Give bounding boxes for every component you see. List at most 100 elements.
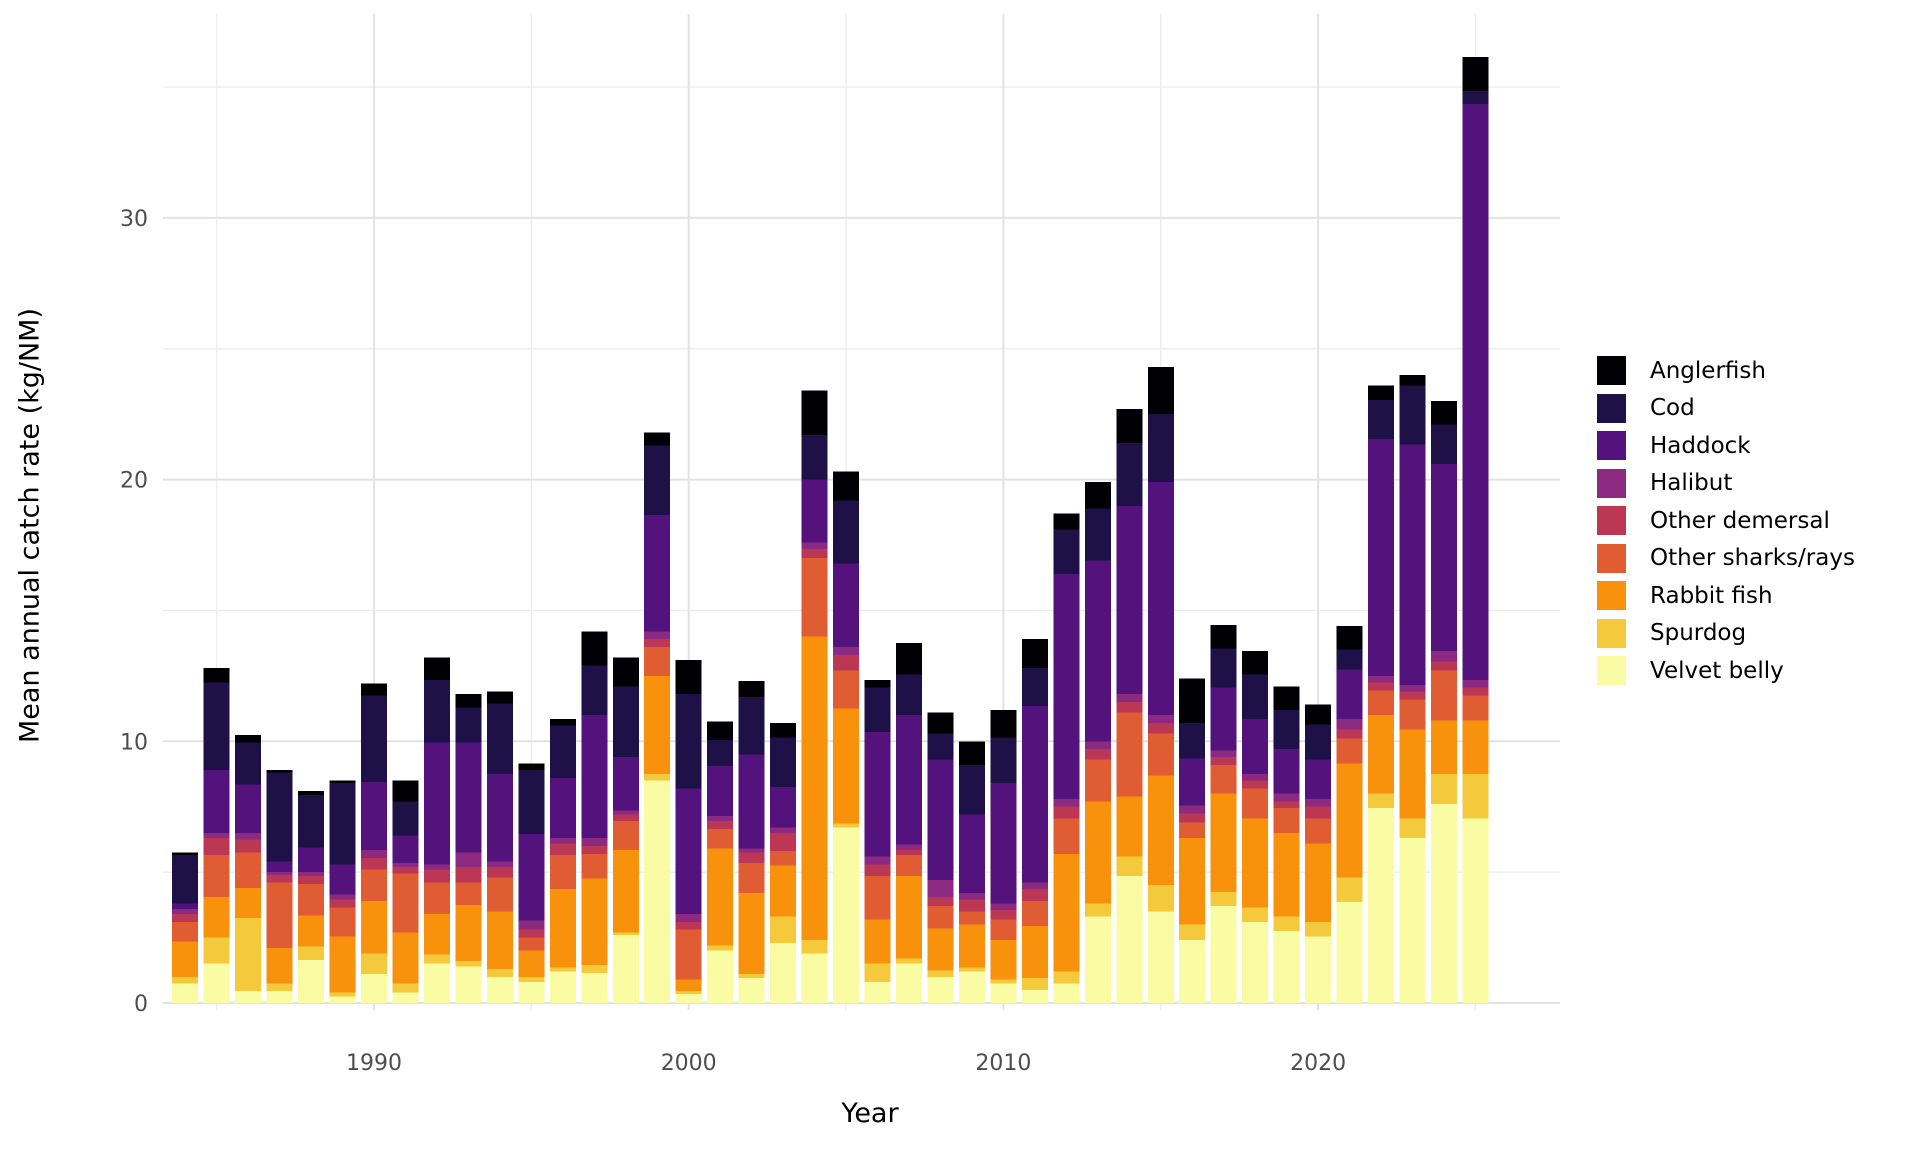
bar-segment-cod-2023	[1399, 385, 1426, 445]
bar-segment-rabbit-fish-2010	[990, 940, 1017, 980]
bar-segment-rabbit-fish-2023	[1399, 729, 1426, 819]
bar-segment-cod-2001	[707, 739, 734, 767]
bar-segment-spurdog-2007	[895, 958, 922, 964]
bar-segment-other-demersal-1995	[518, 929, 545, 938]
bar-segment-haddock-1999	[644, 514, 671, 632]
bar-segment-halibut-2004	[801, 542, 828, 549]
bar-segment-velvet-belly-2013	[1084, 916, 1111, 1003]
bar-segment-other-sharks-rays-2008	[927, 906, 954, 929]
bar-segment-spurdog-1985	[203, 937, 230, 964]
bar-segment-other-demersal-2000	[675, 921, 702, 930]
legend-swatch-icon	[1597, 356, 1626, 386]
bar-segment-spurdog-1986	[235, 917, 262, 992]
bar-segment-haddock-1994	[486, 774, 513, 862]
bar-segment-velvet-belly-2019	[1273, 931, 1300, 1003]
bar-segment-halibut-2020	[1305, 798, 1332, 807]
legend-swatch-icon	[1597, 656, 1626, 686]
bar-segment-cod-2014	[1116, 442, 1143, 506]
bar-segment-cod-2024	[1430, 424, 1457, 464]
bar-segment-halibut-1993	[455, 852, 482, 867]
bar-segment-spurdog-1995	[518, 976, 545, 983]
bar-segment-velvet-belly-1986	[235, 991, 262, 1003]
legend-item-cod: Cod	[1597, 390, 1855, 428]
bar-segment-velvet-belly-1999	[644, 780, 671, 1003]
bar-segment-other-demersal-1997	[581, 845, 608, 854]
bar-segment-other-demersal-1984	[172, 914, 199, 922]
bar-segment-other-demersal-1986	[235, 839, 262, 853]
bar-segment-haddock-2000	[675, 788, 702, 915]
bar-segment-spurdog-2006	[864, 963, 891, 983]
bar-segment-cod-2008	[927, 733, 954, 760]
bar-segment-velvet-belly-2003	[770, 942, 797, 1003]
bar-segment-cod-1996	[549, 725, 576, 778]
bar-segment-haddock-2006	[864, 732, 891, 857]
x-tick-label-2010: 2010	[975, 1051, 1031, 1076]
bar-segment-halibut-2009	[958, 893, 985, 900]
bar-segment-cod-2011	[1021, 668, 1048, 706]
legend-swatch-icon	[1597, 431, 1626, 461]
bar-segment-other-sharks-rays-2007	[895, 855, 922, 877]
bar-segment-spurdog-2014	[1116, 856, 1143, 877]
bar-segment-anglerfish-1986	[235, 734, 262, 743]
bar-segment-spurdog-2001	[707, 945, 734, 951]
bar-segment-velvet-belly-1988	[298, 959, 325, 1003]
bar-segment-velvet-belly-2000	[675, 993, 702, 1003]
bar-segment-halibut-1990	[361, 849, 387, 858]
bar-segment-haddock-2002	[738, 754, 765, 849]
bar-segment-anglerfish-2009	[958, 741, 985, 765]
bar-segment-spurdog-1990	[361, 953, 387, 975]
bar-segment-haddock-2003	[770, 787, 797, 828]
bar-segment-velvet-belly-2012	[1053, 983, 1080, 1003]
bar-segment-rabbit-fish-2025	[1462, 720, 1489, 775]
y-tick-label-0: 0	[134, 992, 148, 1017]
legend-item-haddock: Haddock	[1597, 427, 1855, 465]
bar-segment-haddock-2020	[1305, 759, 1332, 799]
bar-segment-anglerfish-2008	[927, 712, 954, 734]
bar-segment-cod-1988	[298, 794, 325, 848]
bar-segment-other-sharks-rays-1988	[298, 883, 325, 916]
bar-segment-other-demersal-2018	[1242, 780, 1269, 789]
bar-segment-rabbit-fish-2024	[1430, 720, 1457, 775]
bar-segment-rabbit-fish-1984	[172, 941, 199, 977]
bar-segment-velvet-belly-2008	[927, 976, 954, 1003]
bar-segment-halibut-2016	[1179, 805, 1206, 814]
bar-segment-spurdog-2022	[1368, 793, 1395, 809]
bar-segment-velvet-belly-2005	[833, 827, 860, 1003]
bar-segment-spurdog-1997	[581, 965, 608, 973]
bar-segment-halibut-1996	[549, 838, 576, 844]
bar-segment-anglerfish-2019	[1273, 686, 1300, 710]
bar-segment-velvet-belly-1990	[361, 974, 387, 1003]
bar-segment-cod-2025	[1462, 90, 1489, 105]
bar-segment-anglerfish-1985	[203, 668, 230, 683]
bar-segment-spurdog-2009	[958, 967, 985, 972]
bar-segment-other-sharks-rays-2017	[1210, 764, 1237, 794]
bar-segment-rabbit-fish-2003	[770, 865, 797, 917]
legend-item-other-demersal: Other demersal	[1597, 502, 1855, 540]
bar-segment-cod-2010	[990, 737, 1017, 784]
bar-segment-haddock-1987	[266, 861, 293, 873]
x-tick-label-2020: 2020	[1290, 1051, 1346, 1076]
bar-segment-anglerfish-1988	[298, 791, 325, 795]
bar-segment-spurdog-2010	[990, 979, 1017, 984]
bar-segment-haddock-2005	[833, 563, 860, 648]
bar-segment-other-sharks-rays-2011	[1021, 900, 1048, 926]
bar-segment-halibut-1997	[581, 838, 608, 846]
legend-swatch-icon	[1597, 618, 1626, 648]
bar-segment-spurdog-1992	[423, 954, 450, 964]
bar-segment-other-sharks-rays-1985	[203, 855, 230, 898]
bar-segment-halibut-2025	[1462, 679, 1489, 688]
bar-segment-other-sharks-rays-1999	[644, 647, 671, 676]
bar-segment-anglerfish-2016	[1179, 678, 1206, 723]
legend-item-spurdog: Spurdog	[1597, 615, 1855, 653]
bar-segment-other-demersal-2004	[801, 548, 828, 559]
bar-segment-velvet-belly-2015	[1147, 911, 1174, 1003]
bar-segment-velvet-belly-2016	[1179, 940, 1206, 1003]
bar-segment-anglerfish-2013	[1084, 482, 1111, 509]
bar-segment-other-sharks-rays-1984	[172, 921, 199, 942]
legend-swatch-icon	[1597, 543, 1626, 573]
bar-segment-anglerfish-2018	[1242, 651, 1269, 675]
bar-segment-rabbit-fish-1992	[423, 914, 450, 955]
bar-segment-anglerfish-2021	[1336, 626, 1363, 650]
bar-segment-anglerfish-1989	[329, 780, 356, 784]
